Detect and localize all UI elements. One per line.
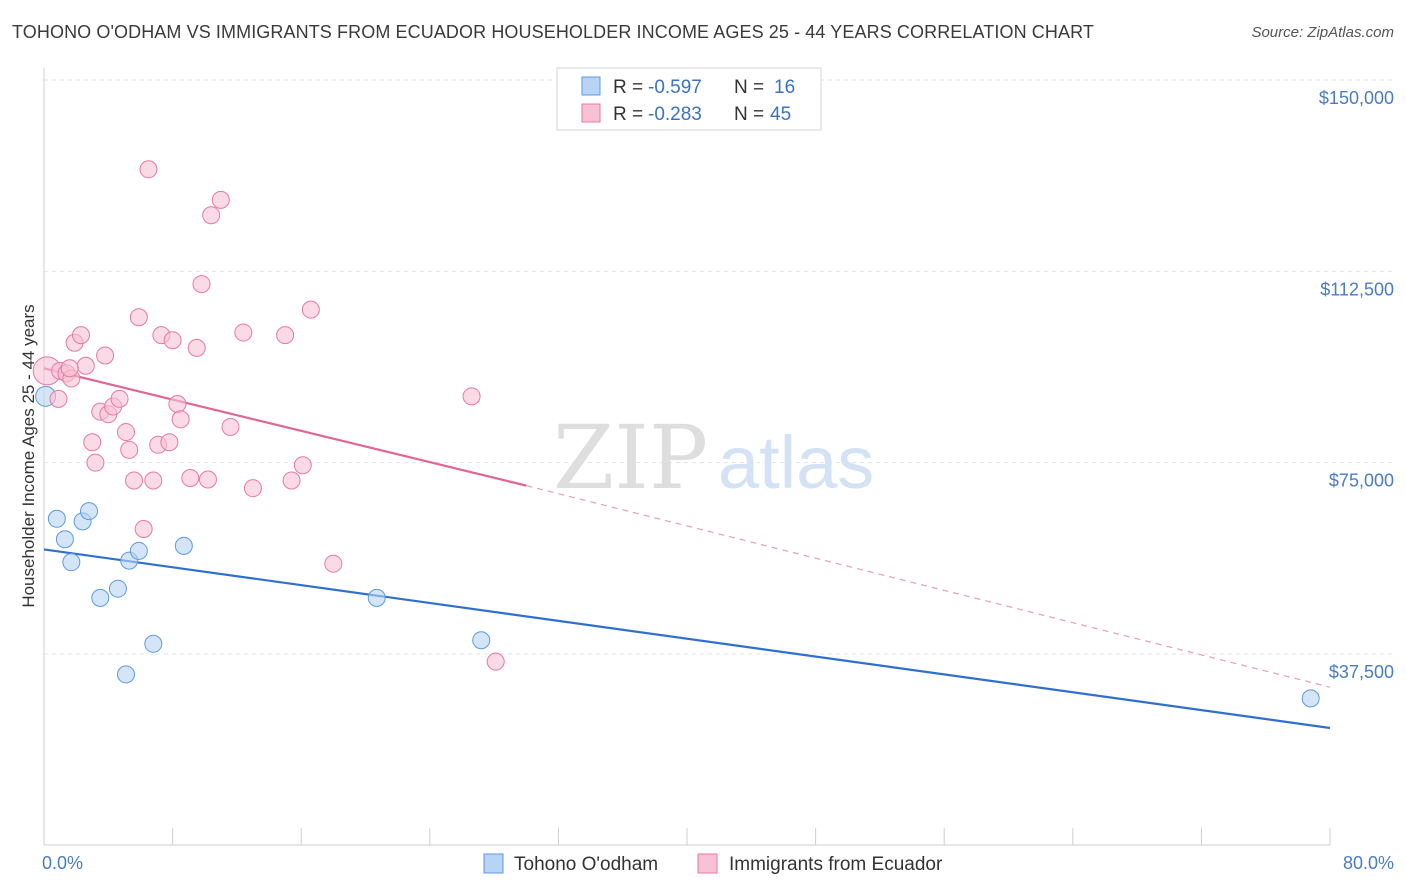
data-point-ecuador [192,275,211,294]
data-point-ecuador [160,433,179,452]
legend: R = -0.597 N = 16 R = -0.283 N = 45 [556,67,822,131]
bottom-legend-swatch-tohono [483,853,504,874]
data-point-tohono [1301,689,1320,708]
data-point-ecuador [293,456,312,475]
data-point-ecuador [71,326,90,345]
legend-n-label-tohono: N = [734,77,764,98]
data-point-ecuador [301,300,320,319]
data-point-ecuador [486,652,505,671]
data-point-ecuador [324,554,343,573]
y-axis-title: Householder Income Ages 25 - 44 years [19,304,38,607]
trend-line [43,548,1331,730]
bottom-legend: Tohono O'odham Immigrants from Ecuador [483,853,943,875]
data-point-ecuador [243,479,262,498]
data-point-tohono [55,530,74,549]
legend-swatch-tohono [581,76,601,96]
data-point-ecuador [134,519,153,538]
legend-frame [556,67,822,131]
data-point-ecuador [86,453,105,472]
gridlines [44,79,1394,655]
watermark-zip: ZIP [553,406,708,509]
legend-r-value-tohono: -0.597 [648,77,702,98]
trend-lines [43,367,1331,730]
x-ticks [172,828,1331,845]
data-point-ecuador [171,410,190,429]
data-point-tohono [367,588,386,607]
data-point-ecuador [181,468,200,487]
data-point-tohono [108,579,127,598]
data-point-ecuador [129,308,148,327]
y-tick-labels: $37,500 $75,000 $112,500 $150,000 [1319,88,1394,682]
data-point-ecuador [144,471,163,490]
data-point-ecuador [221,417,240,436]
bottom-legend-label-ecuador: Immigrants from Ecuador [729,854,943,875]
data-point-ecuador [276,326,295,345]
chart-source: Source: ZipAtlas.com [1251,24,1394,41]
data-point-ecuador [110,389,129,408]
data-point-ecuador [116,423,135,442]
data-points [32,160,1320,708]
data-point-tohono [91,588,110,607]
legend-r-value-ecuador: -0.283 [648,104,702,125]
chart-title: TOHONO O'ODHAM VS IMMIGRANTS FROM ECUADO… [12,22,1094,42]
data-point-ecuador [139,160,158,179]
trend-line-extension [526,485,1331,688]
x-tick-label-max: 80.0% [1343,853,1394,873]
legend-n-value-tohono: 16 [774,77,795,98]
data-point-tohono [80,502,99,521]
data-point-tohono [47,509,66,528]
bottom-legend-swatch-ecuador [697,853,718,874]
legend-r-label-ecuador: R = [613,104,643,125]
data-point-ecuador [187,338,206,357]
data-point-ecuador [234,323,253,342]
trend-line [43,367,527,487]
legend-r-label-tohono: R = [613,77,643,98]
data-point-tohono [174,536,193,555]
data-point-ecuador [83,433,102,452]
legend-n-label-ecuador: N = [734,104,764,125]
data-point-ecuador [163,331,182,350]
legend-n-value-ecuador: 45 [770,104,791,125]
watermark: ZIP atlas [553,406,874,509]
data-point-tohono [129,541,148,560]
y-tick-label: $37,500 [1329,662,1394,682]
data-point-tohono [144,634,163,653]
data-point-ecuador [198,470,217,489]
data-point-ecuador [60,359,79,378]
data-point-tohono [472,631,491,650]
data-point-ecuador [96,346,115,365]
watermark-atlas: atlas [718,421,874,504]
data-point-ecuador [462,387,481,406]
legend-swatch-ecuador [581,103,601,123]
data-point-tohono [62,553,81,572]
y-tick-label: $75,000 [1329,471,1394,491]
x-tick-label-min: 0.0% [42,853,83,873]
y-tick-label: $112,500 [1320,279,1394,299]
data-point-ecuador [49,389,68,408]
data-point-ecuador [120,440,139,459]
data-point-ecuador [282,471,301,490]
data-point-ecuador [125,471,144,490]
data-point-ecuador [202,206,221,225]
data-point-ecuador [76,356,95,375]
y-tick-label: $150,000 [1319,88,1394,108]
data-point-ecuador [211,190,230,209]
bottom-legend-label-tohono: Tohono O'odham [514,854,658,875]
data-point-tohono [116,665,135,684]
data-point-ecuador [168,394,187,413]
